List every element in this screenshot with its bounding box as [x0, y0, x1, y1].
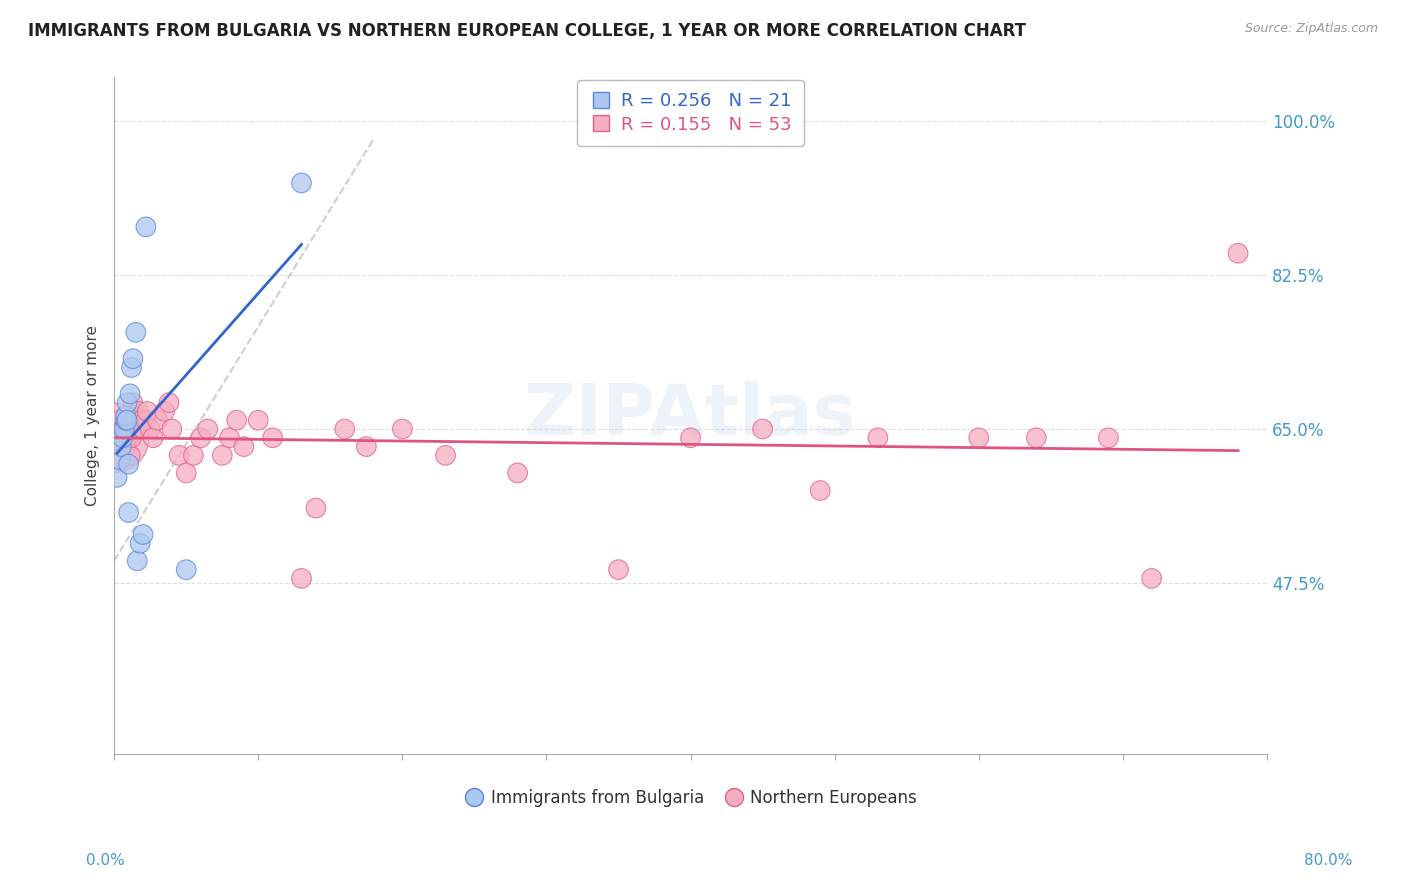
- Point: [110, 440, 132, 454]
- Text: Source: ZipAtlas.com: Source: ZipAtlas.com: [1244, 22, 1378, 36]
- Point: [679, 431, 702, 445]
- Point: [333, 422, 356, 436]
- Point: [808, 483, 831, 498]
- Point: [127, 554, 149, 568]
- Point: [112, 422, 135, 436]
- Point: [197, 422, 219, 436]
- Point: [1227, 246, 1250, 260]
- Point: [115, 431, 138, 445]
- Point: [122, 351, 145, 366]
- Text: 0.0%: 0.0%: [86, 854, 125, 868]
- Point: [127, 413, 149, 427]
- Point: [157, 395, 180, 409]
- Point: [142, 431, 165, 445]
- Point: [153, 404, 176, 418]
- Point: [866, 431, 889, 445]
- Point: [305, 501, 328, 516]
- Point: [108, 413, 131, 427]
- Point: [111, 431, 134, 445]
- Point: [190, 431, 212, 445]
- Point: [108, 452, 131, 467]
- Point: [118, 449, 141, 463]
- Point: [129, 536, 152, 550]
- Point: [115, 395, 138, 409]
- Point: [232, 440, 254, 454]
- Point: [607, 563, 630, 577]
- Legend: Immigrants from Bulgaria, Northern Europeans: Immigrants from Bulgaria, Northern Europ…: [457, 782, 924, 814]
- Point: [1097, 431, 1119, 445]
- Point: [356, 440, 378, 454]
- Point: [114, 413, 136, 427]
- Point: [132, 527, 155, 541]
- Y-axis label: College, 1 year or more: College, 1 year or more: [86, 326, 100, 507]
- Point: [118, 387, 141, 401]
- Point: [132, 422, 155, 436]
- Point: [967, 431, 990, 445]
- Point: [146, 413, 169, 427]
- Point: [117, 457, 139, 471]
- Point: [114, 440, 136, 454]
- Point: [211, 449, 233, 463]
- Point: [262, 431, 284, 445]
- Point: [131, 413, 153, 427]
- Point: [135, 219, 157, 234]
- Point: [125, 422, 148, 436]
- Point: [1025, 431, 1047, 445]
- Point: [125, 326, 148, 340]
- Point: [118, 422, 141, 436]
- Point: [139, 422, 162, 436]
- Point: [136, 404, 159, 418]
- Point: [751, 422, 773, 436]
- Point: [225, 413, 247, 427]
- Point: [290, 176, 312, 190]
- Point: [111, 422, 134, 436]
- Point: [122, 413, 145, 427]
- Text: 80.0%: 80.0%: [1305, 854, 1353, 868]
- Point: [167, 449, 190, 463]
- Text: IMMIGRANTS FROM BULGARIA VS NORTHERN EUROPEAN COLLEGE, 1 YEAR OR MORE CORRELATIO: IMMIGRANTS FROM BULGARIA VS NORTHERN EUR…: [28, 22, 1026, 40]
- Point: [174, 466, 197, 480]
- Point: [183, 449, 205, 463]
- Point: [506, 466, 529, 480]
- Point: [135, 413, 157, 427]
- Point: [129, 422, 152, 436]
- Point: [114, 409, 136, 423]
- Point: [117, 506, 139, 520]
- Point: [122, 395, 145, 409]
- Point: [247, 413, 270, 427]
- Point: [103, 431, 125, 445]
- Point: [105, 470, 128, 484]
- Point: [128, 404, 150, 418]
- Text: ZIPAtlas: ZIPAtlas: [524, 381, 856, 450]
- Point: [115, 413, 138, 427]
- Point: [434, 449, 457, 463]
- Point: [121, 360, 143, 375]
- Point: [391, 422, 413, 436]
- Point: [174, 563, 197, 577]
- Point: [121, 431, 143, 445]
- Point: [117, 413, 139, 427]
- Point: [218, 431, 240, 445]
- Point: [1140, 571, 1163, 585]
- Point: [290, 571, 312, 585]
- Point: [160, 422, 183, 436]
